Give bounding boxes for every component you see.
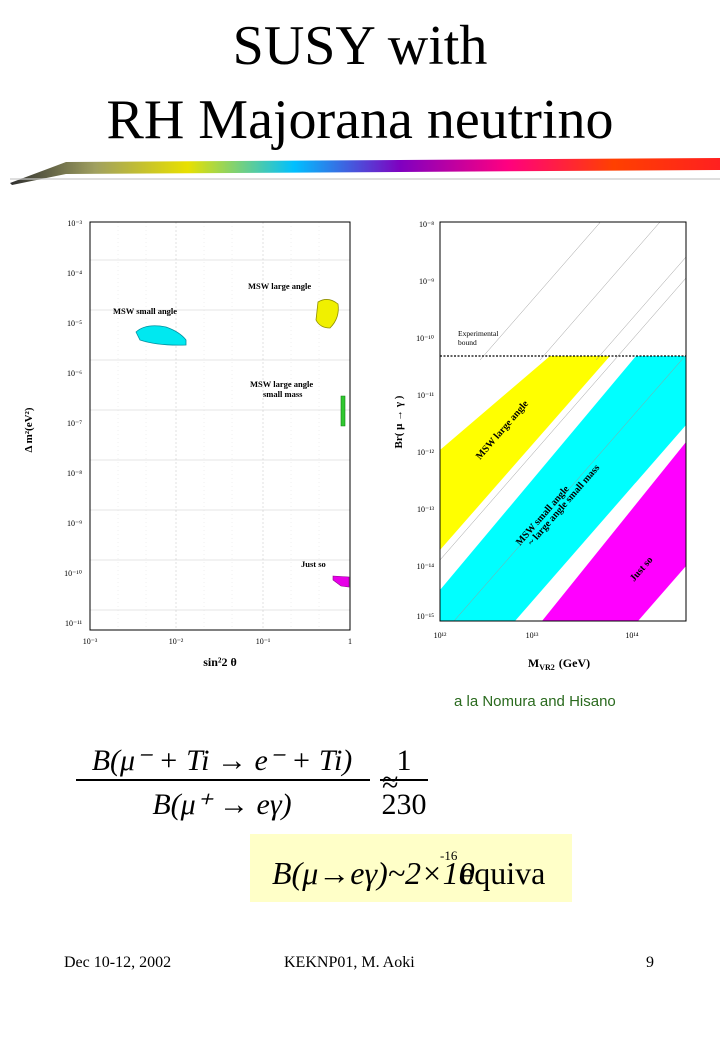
- right-ytick: 10⁻¹⁵: [417, 612, 435, 621]
- slide-title-line2: RH Majorana neutrino: [106, 89, 614, 151]
- just-so-label: Just so: [301, 559, 326, 569]
- left-oscillation-plot: 10⁻³ 10⁻⁴ 10⁻⁵ 10⁻⁶ 10⁻⁷ 10⁻⁸ 10⁻⁹ 10⁻¹⁰…: [23, 219, 352, 669]
- right-xtick: 10¹³: [526, 631, 539, 640]
- right-xtick: 10¹²: [434, 631, 447, 640]
- right-branching-plot: 10⁻⁸ 10⁻⁹ 10⁻¹⁰ 10⁻¹¹ 10⁻¹² 10⁻¹³ 10⁻¹⁴ …: [393, 220, 687, 672]
- bound-label-1: Experimental: [458, 329, 498, 338]
- left-ytick: 10⁻¹⁰: [64, 569, 82, 578]
- left-ytick: 10⁻⁹: [67, 519, 82, 528]
- left-plot-frame: [89, 221, 351, 631]
- left-ytick: 10⁻⁷: [67, 419, 82, 428]
- box-equation-tail: equiva: [460, 855, 545, 891]
- rhs-numerator: 1: [397, 744, 412, 777]
- msw-large-angle-band: [440, 356, 610, 550]
- right-ytick: 10⁻⁹: [419, 277, 434, 286]
- left-grid: [90, 222, 350, 630]
- right-ytick: 10⁻¹³: [417, 505, 435, 514]
- msw-small-angle-band: [440, 356, 686, 621]
- msw-small-mass-region: [340, 395, 346, 427]
- box-equation-exponent: -16: [440, 848, 458, 863]
- left-ytick: 10⁻⁶: [67, 369, 82, 378]
- footer-page-number: 9: [646, 954, 654, 971]
- left-ytick: 10⁻¹¹: [65, 619, 83, 628]
- left-xlabel: sin²2 θ: [203, 655, 237, 669]
- just-so-band: [542, 442, 686, 621]
- right-ytick: 10⁻⁸: [419, 220, 434, 229]
- bound-label-2: bound: [458, 338, 477, 347]
- msw-large-angle-region: [315, 299, 339, 329]
- left-xtick: 10⁻¹: [256, 637, 271, 646]
- footer-conference: KEKNP01, M. Aoki: [284, 954, 415, 971]
- left-ytick: 10⁻⁴: [67, 269, 82, 278]
- left-ytick: 10⁻⁵: [67, 319, 82, 328]
- footer-date: Dec 10-12, 2002: [64, 954, 172, 971]
- small-mass-label-2: small mass: [263, 389, 303, 399]
- branching-limit-box: B(μ→eγ)~2×10 -16 equiva: [250, 834, 572, 902]
- left-xtick: 10⁻²: [169, 637, 184, 646]
- left-xtick: 1: [348, 637, 352, 646]
- right-ytick: 10⁻¹⁴: [417, 562, 435, 571]
- right-plot-frame: [439, 221, 687, 622]
- equation-numerator: B(μ⁻ + Ti → e⁻ + Ti): [92, 744, 353, 777]
- left-ylabel: Δ m²(eV²): [23, 407, 35, 452]
- msw-small-angle-region: [135, 325, 187, 346]
- right-xlabel: MVR2 (GeV): [528, 656, 590, 672]
- ratio-equation: B(μ⁻ + Ti → e⁻ + Ti) B(μ⁺ → eγ) ≈ 1 230: [76, 744, 428, 821]
- right-ytick: 10⁻¹¹: [417, 391, 435, 400]
- just-so-region: [332, 575, 350, 588]
- equation-denominator: B(μ⁺ → eγ): [152, 788, 291, 821]
- approx-sign: ≈: [382, 766, 398, 799]
- rhs-denominator: 230: [382, 788, 427, 821]
- msw-large-angle-label: MSW large angle: [248, 281, 311, 291]
- small-mass-label-1: MSW large angle: [250, 379, 313, 389]
- right-ytick: 10⁻¹⁰: [416, 334, 434, 343]
- credit-note: a la Nomura and Hisano: [454, 693, 616, 710]
- right-ylabel: Br( μ → γ ): [393, 395, 405, 448]
- left-ytick: 10⁻³: [67, 219, 82, 228]
- right-xtick: 10¹⁴: [625, 631, 638, 640]
- msw-small-angle-label: MSW small angle: [113, 306, 177, 316]
- left-ytick: 10⁻⁸: [67, 469, 82, 478]
- right-ytick: 10⁻¹²: [417, 448, 435, 457]
- box-equation-lhs: B(μ→eγ)~2×10: [272, 855, 475, 891]
- rainbow-divider: [10, 158, 720, 185]
- left-xtick: 10⁻³: [83, 637, 98, 646]
- slide-title-line1: SUSY with: [232, 15, 488, 77]
